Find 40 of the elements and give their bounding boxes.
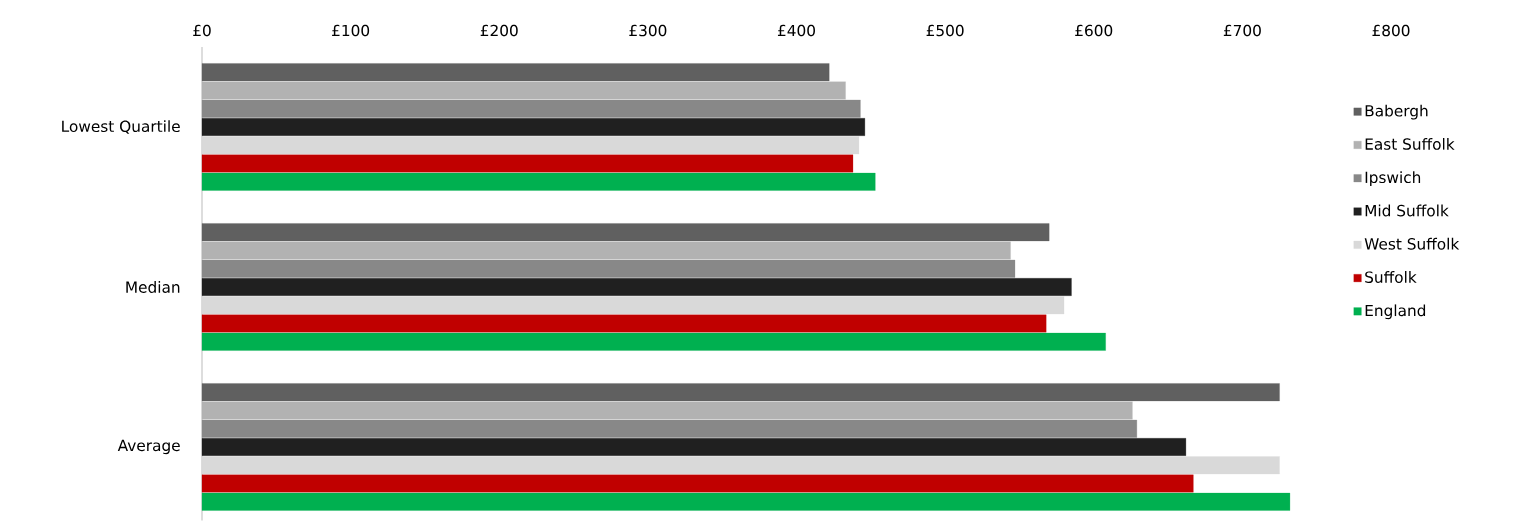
- bar: [201, 456, 1280, 475]
- bar: [201, 223, 1050, 242]
- bar: [201, 136, 860, 155]
- legend-label: East Suffolk: [1365, 137, 1455, 150]
- bar: [201, 438, 1187, 456]
- bar: [201, 383, 1280, 402]
- legend-label: Mid Suffolk: [1365, 204, 1449, 217]
- legend-label: Babergh: [1365, 104, 1428, 120]
- x-tick-label: £800: [1372, 24, 1410, 37]
- bar: [201, 401, 1133, 420]
- bar: [201, 314, 1047, 333]
- legend-label: Ipswich: [1365, 171, 1421, 187]
- x-tick-label: £100: [332, 24, 370, 37]
- x-tick-label: £200: [480, 24, 518, 37]
- bar: [201, 241, 1011, 260]
- bar: [201, 63, 830, 82]
- bar: [201, 118, 866, 136]
- y-tick-label: Lowest Quartile: [62, 120, 180, 134]
- legend-label: West Suffolk: [1364, 237, 1460, 250]
- x-tick-label: £300: [629, 24, 667, 37]
- bar: [201, 278, 1072, 296]
- bar: [201, 81, 846, 100]
- legend-label: England: [1365, 304, 1426, 320]
- y-tick-label: Median: [126, 281, 180, 293]
- bar: [201, 259, 1016, 278]
- bar: [201, 492, 1291, 511]
- x-tick-label: £700: [1223, 24, 1261, 37]
- bar: [201, 419, 1137, 438]
- x-tick-label: £500: [926, 24, 964, 37]
- x-tick-label: £0: [193, 24, 211, 37]
- bar: [201, 332, 1106, 351]
- x-tick-label: £400: [777, 24, 815, 37]
- bar: [201, 296, 1065, 315]
- x-tick-label: £600: [1075, 24, 1113, 37]
- y-tick-label: Average: [117, 439, 180, 455]
- bar: [201, 154, 854, 173]
- legend-label: Suffolk: [1365, 271, 1417, 283]
- bar: [201, 474, 1194, 493]
- bar: [201, 172, 876, 191]
- bar: [201, 99, 861, 118]
